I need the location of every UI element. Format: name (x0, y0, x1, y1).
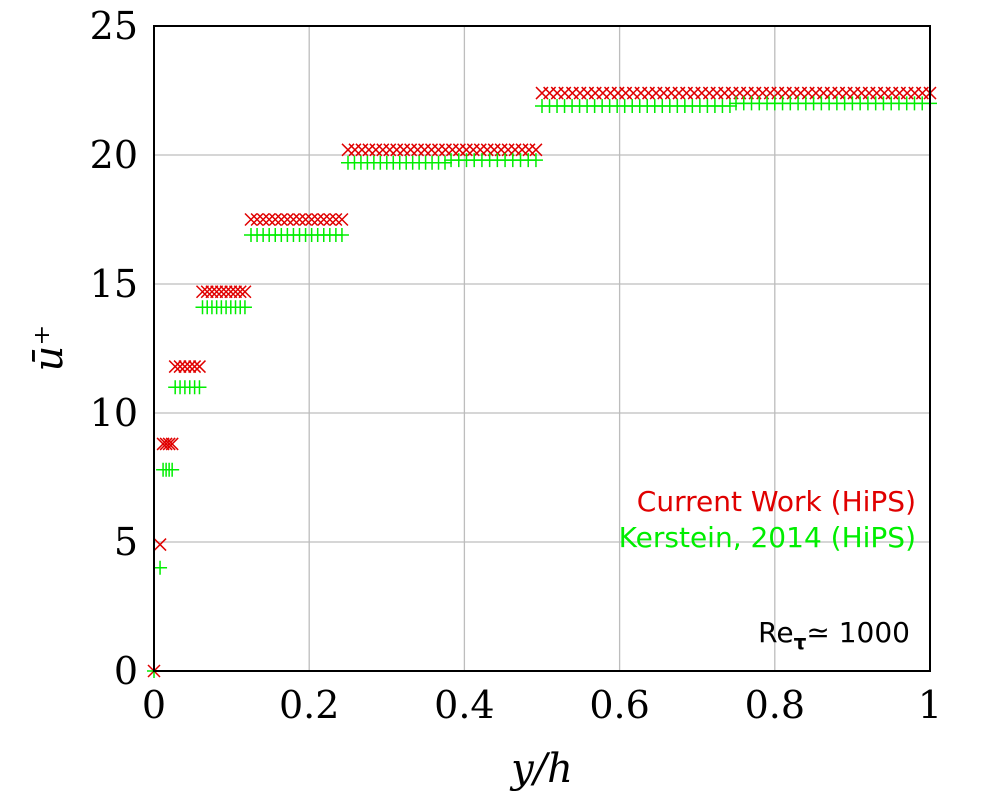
data-point (153, 538, 167, 552)
data-point (292, 212, 307, 227)
reynolds-annotation-subscript: τ (794, 630, 807, 654)
data-point (214, 285, 228, 299)
x-axis-label: y/h (509, 746, 573, 792)
data-point (438, 155, 452, 170)
plot-frame (153, 25, 931, 672)
data-point (299, 212, 313, 227)
data-point (397, 143, 411, 157)
legend-entry-kerstein-2014: Kerstein, 2014 (HiPS) (619, 521, 916, 554)
data-point (722, 98, 737, 113)
data-point (165, 462, 180, 477)
data-point (528, 153, 543, 168)
data-point (480, 143, 494, 157)
data-point (466, 143, 480, 157)
data-point (445, 143, 459, 157)
data-point (438, 143, 452, 157)
reynolds-annotation-value: ≃ 1000 (806, 616, 910, 649)
data-point (238, 285, 252, 299)
data-point (233, 285, 247, 299)
data-point (348, 143, 362, 157)
data-point (183, 360, 197, 374)
data-point (404, 143, 418, 157)
data-point (286, 212, 300, 227)
y-axis-label: ū⁺ (26, 325, 72, 372)
data-point (522, 143, 536, 157)
x-tick-label: 0.8 (745, 683, 805, 727)
data-point (280, 212, 294, 227)
data-point (383, 143, 397, 157)
data-point (418, 143, 432, 157)
data-point (274, 212, 288, 227)
data-point (219, 285, 233, 299)
data-point (156, 437, 170, 451)
data-point (165, 437, 179, 451)
data-point (425, 143, 439, 157)
data-point (431, 143, 446, 157)
data-point (305, 212, 319, 227)
data-point (329, 212, 343, 227)
data-point (237, 300, 252, 315)
data-point (250, 212, 264, 227)
x-tick-label: 0.2 (279, 683, 339, 727)
data-point (376, 143, 390, 157)
plot-marks (147, 86, 937, 678)
data-point (188, 360, 202, 374)
data-point (390, 143, 404, 157)
data-point (317, 212, 331, 227)
data-point (162, 437, 176, 451)
series-current-work (147, 86, 937, 678)
data-point (369, 143, 383, 157)
data-point (355, 143, 369, 157)
data-point (362, 143, 376, 157)
reynolds-annotation-main: Re (758, 616, 793, 649)
y-tick-label: 15 (90, 262, 138, 306)
data-point (411, 143, 425, 157)
data-point (335, 212, 349, 227)
series-kerstein-2014 (147, 96, 937, 678)
data-point (153, 560, 168, 575)
x-tick-label: 1 (918, 683, 942, 727)
data-point (192, 380, 207, 395)
y-tick-label: 0 (114, 649, 138, 693)
data-point (268, 212, 282, 227)
x-tick-label: 0.4 (434, 683, 494, 727)
y-tick-label: 5 (114, 520, 138, 564)
y-tick-label: 25 (90, 4, 138, 48)
data-point (256, 212, 270, 227)
data-point (244, 212, 258, 227)
data-point (168, 360, 182, 374)
legend: Current Work (HiPS) Kerstein, 2014 (HiPS… (619, 485, 916, 554)
data-point (178, 360, 192, 374)
legend-entry-current-work: Current Work (HiPS) (637, 485, 916, 518)
data-point (200, 285, 214, 299)
data-point (173, 360, 187, 374)
data-point (192, 360, 207, 374)
reynolds-annotation: Reτ≃ 1000 (758, 616, 910, 654)
data-point (341, 143, 355, 157)
y-tick-label: 20 (90, 133, 138, 177)
data-point (159, 437, 173, 451)
data-point (210, 285, 224, 299)
data-point (529, 143, 543, 157)
data-point (262, 212, 276, 227)
y-tick-label: 10 (90, 391, 138, 435)
data-point (515, 143, 529, 157)
data-point (205, 285, 219, 299)
x-tick-label: 0.6 (589, 683, 649, 727)
data-point (311, 212, 325, 227)
data-point (195, 285, 210, 299)
data-point (323, 212, 337, 227)
data-point (228, 285, 243, 299)
data-point (508, 143, 522, 157)
x-tick-label: 0 (142, 683, 166, 727)
data-point (473, 143, 487, 157)
data-point (334, 227, 349, 242)
data-point (224, 285, 238, 299)
grid (154, 26, 930, 671)
